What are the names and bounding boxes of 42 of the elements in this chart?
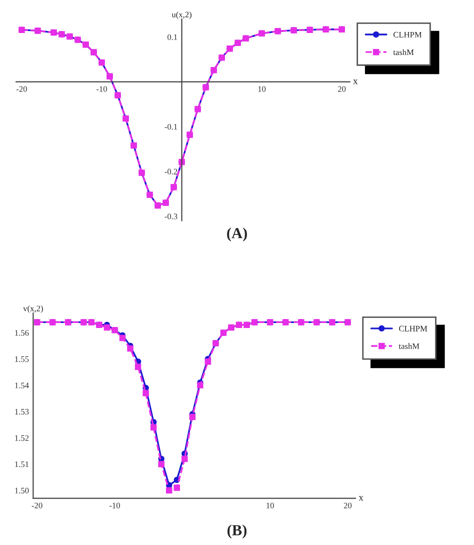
x-tick-label: -10 <box>109 502 120 508</box>
x-tick-label: 10 <box>258 86 266 92</box>
y-tick-label: 1.56 <box>15 330 29 336</box>
point <box>158 461 164 468</box>
y-tick-label: 1.52 <box>15 435 29 441</box>
y-axis-title: u(x,2) <box>172 12 192 20</box>
y-tick-label: -0.1 <box>164 124 178 130</box>
legend-label: CLHPM <box>393 32 422 38</box>
y-tick-label: -0.2 <box>164 168 178 174</box>
y-tick-label: 1.51 <box>15 462 29 468</box>
point <box>182 456 188 462</box>
point <box>104 324 110 331</box>
point <box>150 424 157 430</box>
point <box>189 414 196 420</box>
point <box>197 382 204 388</box>
point <box>142 390 149 396</box>
point <box>174 484 180 491</box>
x-tick-label: -10 <box>96 86 107 92</box>
y-tick-label: 1.54 <box>15 382 29 388</box>
text: (A) <box>227 228 247 242</box>
x-tick-label: 10 <box>266 502 274 508</box>
point <box>127 345 134 352</box>
x-tick-label: 20 <box>338 86 346 92</box>
legend-label: tashM <box>398 343 420 350</box>
x-axis-title: x <box>358 496 364 501</box>
point <box>119 334 126 342</box>
y-tick-label: 1.55 <box>15 356 29 362</box>
point <box>134 364 142 370</box>
y-axis-title: v(x,2) <box>23 305 43 313</box>
text: (B) <box>227 524 247 538</box>
legend-label: tashM <box>393 49 414 56</box>
x-tick-label: -20 <box>16 86 27 92</box>
legend-label: CLHPM <box>399 326 428 332</box>
x-tick-label: 20 <box>344 502 352 508</box>
x-tick-label: -20 <box>32 502 42 508</box>
x-axis-title: x <box>353 80 358 84</box>
y-tick-label: 1.53 <box>15 408 29 415</box>
y-tick-label: -0.3 <box>164 214 178 220</box>
point <box>166 487 172 494</box>
y-tick-label: 0.1 <box>168 34 178 40</box>
point <box>204 358 212 365</box>
y-tick-label: 1.50 <box>15 488 29 494</box>
